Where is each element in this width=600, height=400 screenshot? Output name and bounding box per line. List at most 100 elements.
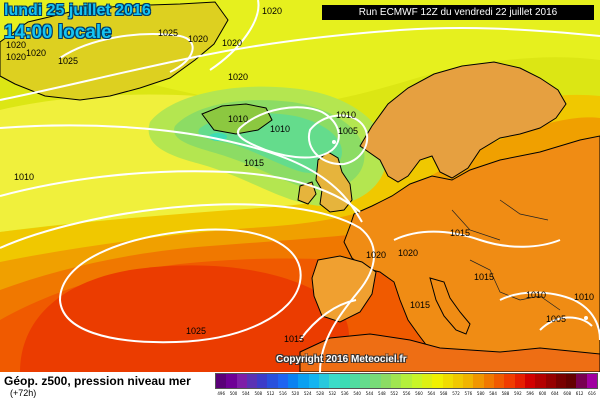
iceland <box>201 103 273 135</box>
legend-swatch <box>442 374 453 388</box>
pressure-label: 1020 <box>26 48 46 58</box>
low-marker <box>584 316 588 320</box>
legend-tick-label: 528 <box>316 391 324 396</box>
isobar-1005 <box>307 114 369 166</box>
legend-swatch <box>524 374 536 388</box>
legend-swatch <box>535 374 546 388</box>
legend-tick-label: 608 <box>563 391 572 396</box>
legend-swatch <box>267 374 278 388</box>
legend-swatch <box>329 374 340 388</box>
isobar-1020-a <box>0 203 375 372</box>
pressure-label: 1020 <box>262 6 282 16</box>
legend-tick-label: 616 <box>588 391 596 396</box>
isobar-1025-azores <box>58 228 302 344</box>
legend-tick-label: 504 <box>242 391 250 396</box>
legend-swatch <box>504 374 515 388</box>
pressure-label: 1005 <box>338 126 358 136</box>
legend-swatch <box>370 374 381 388</box>
legend-tick-label: 588 <box>501 391 510 396</box>
pressure-label: 1015 <box>244 158 264 168</box>
pressure-label: 1010 <box>336 110 356 120</box>
legend-swatch <box>463 374 474 388</box>
legend-tick-label: 592 <box>513 391 522 396</box>
weather-map: 1020 1020 1020 1025 1020 1025 1020 1020 … <box>0 0 600 372</box>
isobar-1015-europe <box>393 230 561 248</box>
pressure-label: 1020 <box>222 38 242 48</box>
legend-swatch <box>349 374 361 388</box>
scandinavia <box>359 61 567 183</box>
legend-swatch <box>401 374 412 388</box>
pressure-label: 1010 <box>574 292 594 302</box>
isobar-1010 <box>237 106 340 159</box>
legend-tick-label: 576 <box>464 391 473 396</box>
legend-tick-label: 552 <box>390 391 399 396</box>
pressure-label: 1010 <box>14 172 34 182</box>
legend-tick-label: 612 <box>575 391 584 396</box>
legend-swatch <box>545 374 556 388</box>
legend-tick-label: 548 <box>378 391 386 396</box>
isobar-1020-greenland <box>209 0 260 71</box>
isobar-1005-east <box>539 316 593 331</box>
pressure-label: 1015 <box>410 300 430 310</box>
legend-tick-label: 508 <box>254 391 263 396</box>
pressure-label: 1020 <box>6 52 26 62</box>
pressure-label: 1015 <box>284 334 304 344</box>
iberia <box>311 255 377 323</box>
legend-tick-label: 536 <box>340 391 349 396</box>
legend-swatch <box>288 374 299 388</box>
pressure-label: 1005 <box>546 314 566 324</box>
legend-swatch <box>380 374 392 388</box>
forecast-range: (+72h) <box>10 388 37 398</box>
legend-tick-label: 544 <box>365 391 374 396</box>
legend-swatch <box>452 374 464 388</box>
low-marker <box>332 140 336 144</box>
legend-tick-label: 500 <box>229 391 238 396</box>
legend-swatch <box>226 374 237 388</box>
legend-swatch <box>318 374 330 388</box>
pressure-label: 1020 <box>366 250 386 260</box>
pressure-label: 1025 <box>158 28 178 38</box>
pressure-label: 1020 <box>228 72 248 82</box>
color-scale-legend <box>215 373 598 389</box>
legend-tick-label: 600 <box>538 391 547 396</box>
legend-swatch <box>360 374 371 388</box>
isobar-1025-greenland <box>59 33 194 73</box>
pressure-label: 1020 <box>6 40 26 50</box>
pressure-label: 1020 <box>398 248 418 258</box>
forecast-date: lundi 25 juillet 2016 <box>4 2 151 19</box>
legend-swatch <box>576 374 587 388</box>
legend-tick-label: 568 <box>439 391 448 396</box>
copyright-text: Copyright 2016 Meteociel.fr <box>276 354 407 365</box>
legend-tick-label: 556 <box>402 391 411 396</box>
legend-tick-label: 596 <box>526 391 534 396</box>
legend-swatch <box>339 374 350 388</box>
legend-tick-label: 572 <box>452 391 460 396</box>
pressure-label: 1015 <box>450 228 470 238</box>
forecast-time: 14:00 locale <box>4 22 112 43</box>
legend-tick-label: 580 <box>476 391 485 396</box>
legend-swatch <box>566 374 577 388</box>
legend-tick-label: 496 <box>217 391 225 396</box>
color-scale-ticks: 496 500 504 508 512 516 520 524 528 532 536 540 544 5… <box>215 389 598 398</box>
legend-tick-label: 520 <box>291 391 300 396</box>
legend-tick-label: 540 <box>353 391 361 396</box>
italy <box>429 277 471 335</box>
legend-swatch <box>246 374 258 388</box>
legend-tick-label: 532 <box>328 391 337 396</box>
pressure-label: 1020 <box>188 34 208 44</box>
isobar-1020-b <box>0 170 361 213</box>
legend-swatch <box>236 374 247 388</box>
legend-swatch <box>391 374 402 388</box>
legend-tick-label: 604 <box>551 391 559 396</box>
legend-swatch <box>473 374 484 388</box>
pressure-label: 1010 <box>228 114 248 124</box>
legend-swatch <box>421 374 433 388</box>
pressure-label: 1025 <box>58 56 78 66</box>
isobar-1015 <box>0 124 363 223</box>
pressure-label: 1025 <box>186 326 206 336</box>
legend-swatch <box>494 374 505 388</box>
legend-tick-label: 516 <box>279 391 287 396</box>
legend-tick-label: 584 <box>489 391 497 396</box>
pressure-label: 1010 <box>526 290 546 300</box>
legend-swatch <box>298 374 309 388</box>
